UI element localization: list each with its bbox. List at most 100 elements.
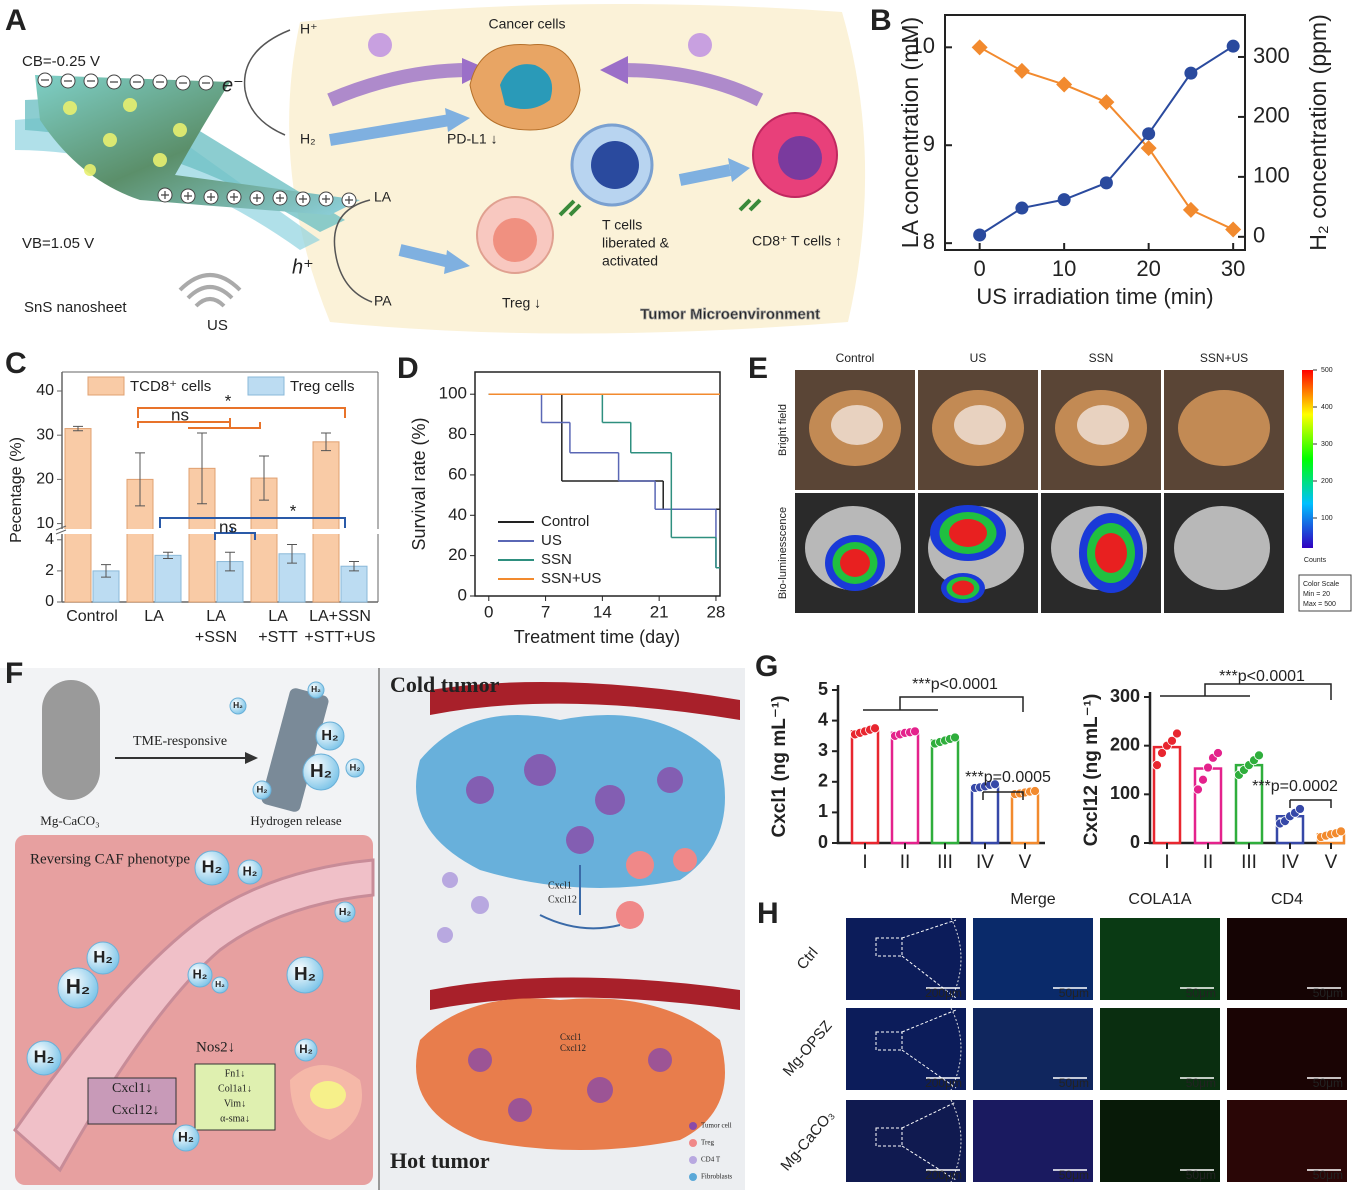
annotation: ***p<0.0001 — [1219, 668, 1305, 685]
y-tick-label: 20 — [36, 471, 54, 488]
data-point — [1213, 748, 1223, 758]
bar — [64, 428, 92, 603]
marker — [1184, 66, 1198, 80]
y-tick-label: 8 — [923, 229, 935, 254]
micrograph — [846, 918, 966, 1000]
error-bar — [321, 432, 331, 452]
column-label: COLA1A — [1128, 891, 1191, 908]
colorbar-tick-label: 200 — [1321, 478, 1333, 485]
bar — [340, 565, 368, 603]
error-bar — [135, 452, 145, 507]
panel-f-art — [0, 668, 745, 1190]
a-label: activated — [602, 253, 658, 269]
edge — [950, 1099, 962, 1183]
x-tick-label: 30 — [1221, 256, 1245, 281]
scale-label: 50μm — [1059, 986, 1089, 1000]
h2-label: H₂ — [299, 1044, 312, 1056]
bar — [1010, 791, 1040, 845]
a-label: liberated & — [602, 235, 670, 251]
zoom-lines — [901, 919, 957, 999]
f-gene: α-sma↓ — [220, 1113, 250, 1124]
data-point — [1336, 826, 1346, 837]
x-tick-label: 21 — [650, 602, 669, 621]
x-tick-label: 0 — [484, 602, 493, 621]
a-label: h⁺ — [292, 256, 314, 278]
error-bar — [73, 425, 83, 432]
bar — [930, 739, 960, 845]
tumor — [1077, 405, 1129, 445]
panel-letter: A — [5, 4, 27, 37]
y-axis-label: LA concentration (mM) — [897, 17, 923, 248]
f-gene: Col1a1↓ — [218, 1083, 252, 1094]
legend-label: SSN+US — [541, 570, 601, 587]
annotation: * — [290, 501, 297, 520]
signal — [1095, 533, 1127, 573]
marker — [1098, 94, 1115, 111]
marker — [973, 228, 987, 242]
data-point — [1198, 774, 1208, 785]
annotation: ***p<0.0001 — [912, 676, 998, 693]
y-tick-label: 20 — [448, 545, 467, 564]
h2-bubble — [252, 780, 272, 800]
legend-label: TCD8⁺ cells — [130, 378, 211, 395]
a-label: SnS nanosheet — [24, 299, 127, 316]
marker — [1015, 201, 1029, 215]
micrograph — [1227, 1008, 1347, 1090]
a-label: US — [207, 317, 228, 334]
scale-label: 50μm — [1186, 986, 1216, 1000]
colorbar-tick-label: 100 — [1321, 515, 1333, 522]
a-label: e⁻ — [222, 74, 244, 96]
annotation: * — [225, 391, 232, 410]
legend-label: Control — [541, 513, 589, 530]
x-tick-label: III — [937, 852, 953, 873]
scale-text: Max = 500 — [1303, 601, 1336, 608]
a-label: PD-L1 ↓ — [447, 131, 498, 147]
scale-label: 50μm — [1313, 1168, 1343, 1182]
legend-swatch — [247, 376, 285, 396]
micrograph — [973, 1008, 1093, 1090]
f-legend-label: CD4 T — [701, 1156, 721, 1164]
zoom-box — [875, 937, 903, 957]
y2-tick-label: 200 — [1253, 103, 1290, 128]
micrograph — [1227, 1100, 1347, 1182]
y-tick-label: 2 — [45, 562, 54, 579]
colorbar-tick-label: 400 — [1321, 404, 1333, 411]
a-label: H₂ — [300, 131, 316, 147]
h2-label: H₂ — [34, 1047, 55, 1067]
scale-label: 50μm — [1186, 1168, 1216, 1182]
y-tick-label: 0 — [45, 593, 54, 610]
bar — [890, 731, 920, 845]
h2-bubble — [307, 681, 325, 699]
bar — [312, 441, 340, 603]
x-tick-label: LA — [144, 608, 164, 625]
marker — [1142, 127, 1156, 141]
error-bar — [101, 564, 111, 578]
y-tick-label: 30 — [36, 426, 54, 443]
annotation: ns — [171, 405, 189, 424]
row-label: Mg-OPSZ — [780, 1018, 836, 1080]
plot-frame — [474, 371, 721, 597]
scale-label: 200μm — [925, 1168, 962, 1182]
f-label: Hot tumor — [390, 1148, 490, 1173]
y-tick-label: 3 — [818, 740, 828, 760]
f-legend-label: Tumor cell — [701, 1122, 732, 1130]
a-label: CD8⁺ T cells ↑ — [752, 233, 842, 249]
h2-label: H₂ — [349, 763, 360, 774]
axis-break — [54, 529, 380, 534]
f-label: Nos2↓ — [196, 1039, 235, 1055]
data-point — [1030, 786, 1040, 796]
a-label: T cells — [602, 217, 642, 233]
zoom-lines — [901, 1101, 957, 1181]
panel-a-art — [15, 4, 866, 334]
data-point — [990, 779, 1000, 790]
h2-label: H₂ — [178, 1130, 194, 1145]
panel-letter: G — [755, 650, 778, 683]
y2-axis-label: H₂ concentration (ppm) — [1305, 14, 1331, 250]
x-tick-label: +STT — [258, 629, 298, 646]
row-label: Ctrl — [794, 944, 822, 973]
y-tick-label: 300 — [1110, 686, 1140, 706]
h2-bubble — [286, 956, 324, 994]
data-point — [1193, 784, 1203, 795]
f-label: Cold tumor — [390, 672, 500, 697]
x-tick-label: 10 — [1052, 256, 1076, 281]
